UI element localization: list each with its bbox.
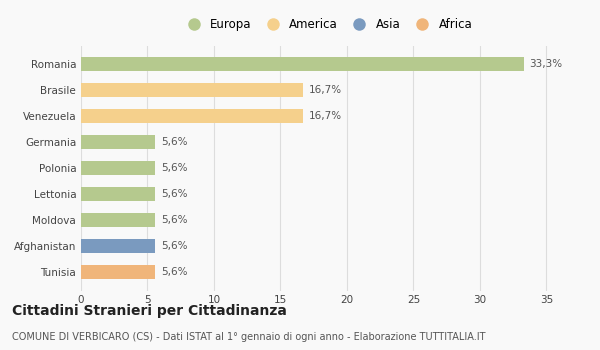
Text: 33,3%: 33,3%	[529, 59, 562, 69]
Bar	[81, 57, 524, 71]
Bar	[81, 265, 155, 279]
Bar	[81, 135, 155, 149]
Bar	[81, 239, 155, 253]
Bar	[81, 83, 303, 97]
Text: 5,6%: 5,6%	[161, 137, 187, 147]
Text: 16,7%: 16,7%	[308, 85, 341, 95]
Text: Cittadini Stranieri per Cittadinanza: Cittadini Stranieri per Cittadinanza	[12, 304, 287, 318]
Bar	[81, 213, 155, 227]
Text: 5,6%: 5,6%	[161, 163, 187, 173]
Text: 16,7%: 16,7%	[308, 111, 341, 121]
Bar	[81, 109, 303, 123]
Bar	[81, 161, 155, 175]
Text: 5,6%: 5,6%	[161, 215, 187, 225]
Bar	[81, 187, 155, 201]
Text: 5,6%: 5,6%	[161, 267, 187, 277]
Text: 5,6%: 5,6%	[161, 241, 187, 251]
Text: 5,6%: 5,6%	[161, 189, 187, 199]
Text: COMUNE DI VERBICARO (CS) - Dati ISTAT al 1° gennaio di ogni anno - Elaborazione : COMUNE DI VERBICARO (CS) - Dati ISTAT al…	[12, 332, 485, 343]
Legend: Europa, America, Asia, Africa: Europa, America, Asia, Africa	[178, 15, 476, 35]
